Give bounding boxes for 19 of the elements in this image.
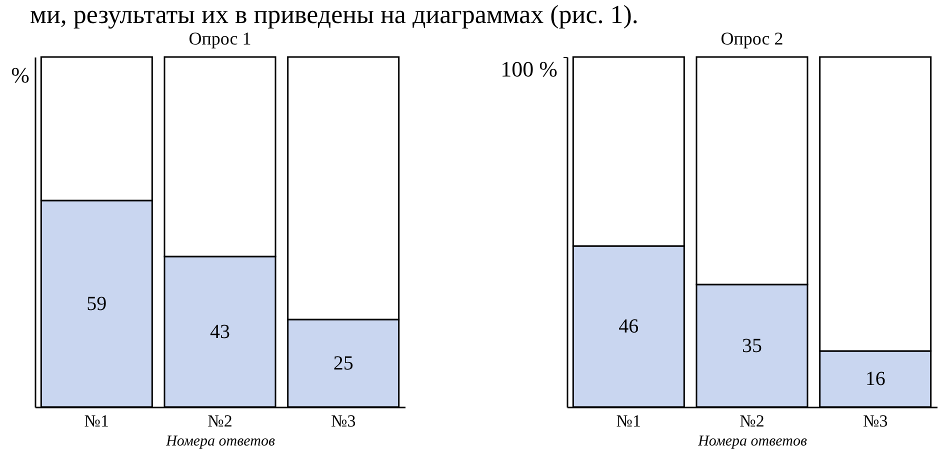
x-tick-label: №2 bbox=[740, 412, 764, 430]
data-label: 59 bbox=[86, 292, 107, 315]
x-tick-label: №1 bbox=[84, 412, 110, 430]
y-tick-label: 100 % bbox=[500, 56, 558, 82]
data-label: 25 bbox=[333, 352, 354, 374]
text: ми, результаты их в приведены на диаграммах (рис. 1). bbox=[30, 0, 638, 29]
y-axis-title: % bbox=[11, 62, 30, 88]
data-label: 43 bbox=[210, 320, 230, 343]
x-tick-label: №1 bbox=[616, 412, 642, 430]
x-tick-label: №3 bbox=[330, 412, 356, 430]
data-label: 16 bbox=[865, 368, 886, 390]
x-tick-label: №2 bbox=[208, 412, 232, 430]
x-tick-label: №3 bbox=[862, 412, 888, 430]
data-label: 46 bbox=[618, 316, 639, 338]
x-axis-title: Номера ответов bbox=[165, 434, 276, 450]
x-axis-title: Номера ответов bbox=[697, 434, 808, 450]
chart-title: Опрос 1 bbox=[188, 28, 252, 48]
data-label: 35 bbox=[742, 334, 762, 357]
chart-title: Опрос 2 bbox=[720, 28, 784, 48]
